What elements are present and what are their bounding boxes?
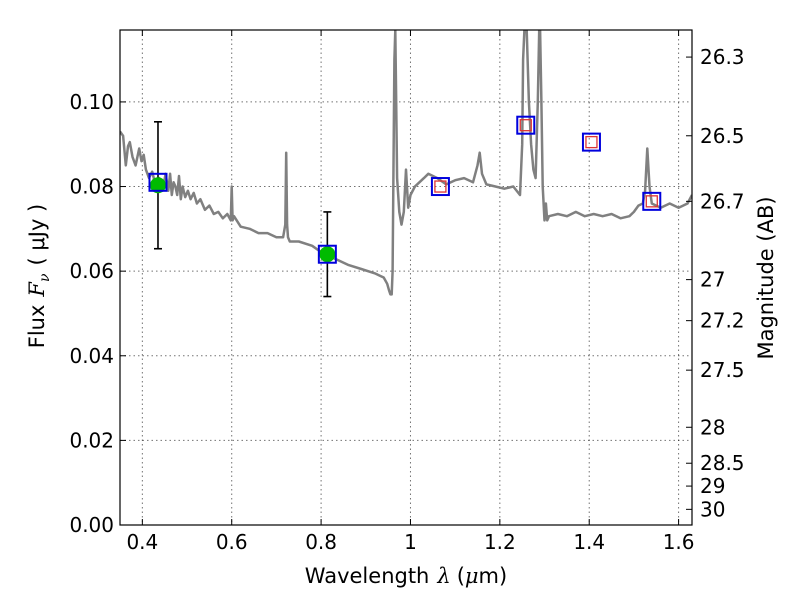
y2-tick-label: 27.2 bbox=[700, 309, 745, 333]
y-tick-label: 0.10 bbox=[69, 90, 114, 114]
y-axis-title: FluxFν( μJy ) bbox=[25, 204, 53, 348]
synthetic-square bbox=[434, 180, 447, 193]
series-layer bbox=[120, 30, 692, 296]
model-band-square bbox=[581, 132, 601, 152]
observed-point bbox=[319, 246, 336, 263]
x-tick-label: 1.6 bbox=[663, 530, 695, 554]
x-axis: 0.4 0.6 0.8 1 1.2 1.4 1.6 bbox=[126, 30, 695, 554]
observed-point bbox=[149, 177, 166, 194]
plot-frame bbox=[119, 29, 693, 526]
marker-layer bbox=[148, 115, 662, 298]
sed-model-line bbox=[120, 30, 692, 296]
x-axis-title: Wavelength λ (μm) bbox=[305, 564, 507, 588]
model-band-square bbox=[642, 191, 662, 211]
model-band-square bbox=[148, 172, 168, 192]
y-tick-label: 0.04 bbox=[69, 344, 114, 368]
model-band-square bbox=[516, 115, 536, 135]
model-band-square bbox=[430, 177, 450, 197]
y2-tick-label: 27 bbox=[700, 268, 725, 292]
model-band-square bbox=[317, 244, 337, 264]
y2-tick-label: 26.5 bbox=[700, 124, 745, 148]
y2-tick-label: 28 bbox=[700, 415, 725, 439]
y-tick-label: 0.06 bbox=[69, 259, 114, 283]
y2-tick-label: 26.3 bbox=[700, 45, 745, 69]
x-tick-label: 0.6 bbox=[216, 530, 248, 554]
synthetic-square bbox=[519, 119, 532, 132]
x-tick-label: 1.4 bbox=[573, 530, 605, 554]
x-tick-label: 1.2 bbox=[484, 530, 516, 554]
y2-tick-label: 27.5 bbox=[700, 358, 745, 382]
synthetic-square bbox=[585, 135, 598, 149]
y-tick-label: 0.02 bbox=[69, 428, 114, 452]
y2-tick-label: 28.5 bbox=[700, 451, 745, 475]
synthetic-square bbox=[645, 195, 658, 208]
x-tick-label: 1 bbox=[404, 530, 417, 554]
y2-tick-label: 26.7 bbox=[700, 189, 745, 213]
y-axis: 0.00 0.02 0.04 0.06 0.08 0.10 bbox=[69, 90, 126, 537]
grid bbox=[120, 30, 692, 526]
y2-axis-title: Magnitude (AB) bbox=[754, 196, 778, 359]
y2-tick-label: 30 bbox=[700, 497, 725, 521]
x-tick-label: 0.4 bbox=[126, 530, 158, 554]
y-tick-label: 0.08 bbox=[69, 175, 114, 199]
y-tick-label: 0.00 bbox=[69, 513, 114, 537]
y2-tick-label: 29 bbox=[700, 474, 725, 498]
x-tick-label: 0.8 bbox=[305, 530, 337, 554]
